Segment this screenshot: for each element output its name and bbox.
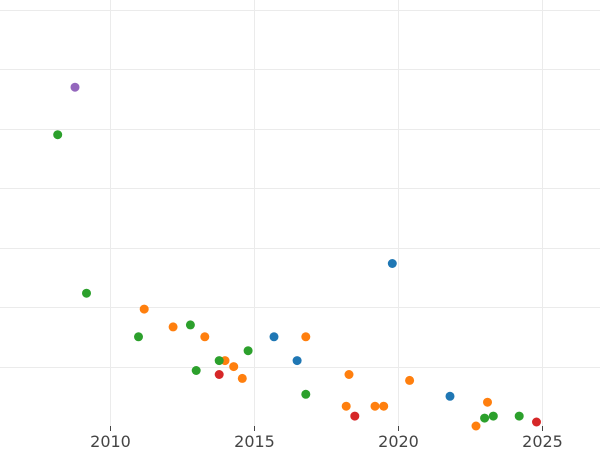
x-tick-label-3: 2025 [522,432,563,450]
data-point-s0-0 [269,332,279,342]
x-tick-label-2: 2020 [378,432,419,450]
data-point-s2-8 [480,413,490,423]
data-point-s1-11 [405,375,415,385]
data-point-s0-1 [292,356,302,366]
x-tick-label-1: 2015 [234,432,275,450]
data-point-s1-9 [370,401,380,411]
data-point-s0-3 [445,391,455,401]
data-point-s0-2 [387,259,397,268]
data-point-s4-0 [70,82,80,92]
data-point-s1-8 [341,401,351,411]
data-point-s2-3 [185,320,195,330]
data-point-s2-9 [488,411,498,421]
data-point-s1-13 [483,397,492,407]
data-point-s2-6 [243,346,253,356]
data-point-s1-5 [237,373,247,383]
data-point-s1-2 [200,332,210,342]
data-point-s1-10 [379,401,389,411]
grid-layer [0,0,600,426]
data-point-s2-4 [191,366,201,375]
data-point-s1-7 [344,370,354,379]
data-point-s2-2 [134,332,143,342]
data-point-s1-4 [229,362,239,372]
data-point-s1-0 [139,304,149,314]
data-point-s2-7 [301,389,311,399]
data-point-s3-2 [532,417,541,427]
data-point-s1-1 [168,322,178,332]
data-point-s2-5 [214,356,224,366]
data-point-s2-10 [514,411,524,421]
x-tick-label-0: 2010 [90,432,131,450]
data-point-s1-6 [301,332,311,342]
data-point-s3-0 [214,370,224,379]
x-axis: 2010 2015 2020 2025 [90,426,563,450]
data-point-s3-1 [350,411,360,421]
data-point-s1-12 [471,421,481,431]
data-points [53,82,541,431]
data-point-s2-1 [82,288,91,298]
data-point-s2-0 [53,130,63,140]
